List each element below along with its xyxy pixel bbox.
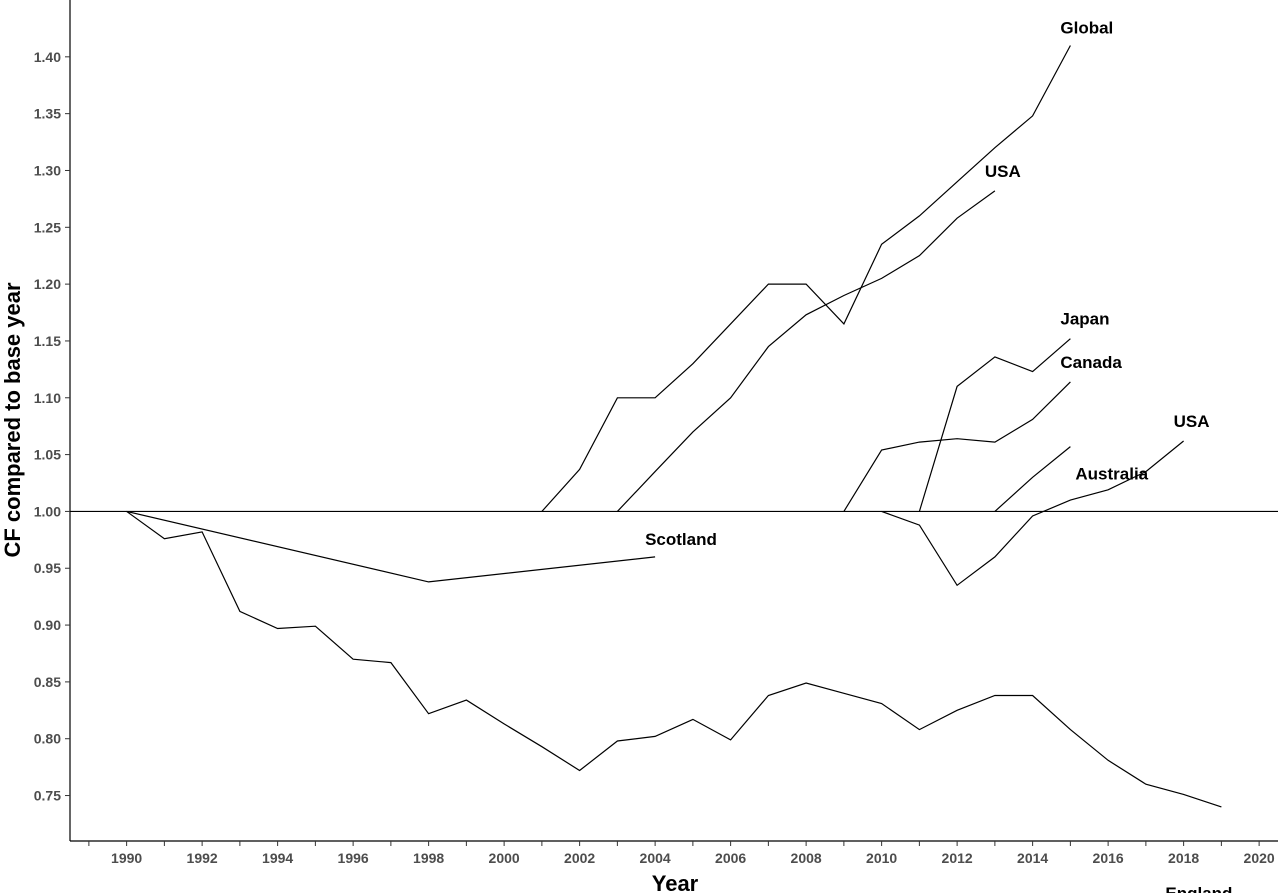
series-label-usa: USA xyxy=(1174,412,1210,431)
series-label-canada: Canada xyxy=(1060,353,1122,372)
series-label-england: England xyxy=(1165,884,1232,893)
x-tick-label: 2016 xyxy=(1093,850,1124,866)
x-tick-label: 2006 xyxy=(715,850,746,866)
x-tick-label: 1990 xyxy=(111,850,142,866)
series-line-japan-2 xyxy=(918,338,1071,512)
x-tick-label: 2000 xyxy=(489,850,520,866)
x-tick-label: 2018 xyxy=(1168,850,1199,866)
x-tick-label: 2004 xyxy=(640,850,671,866)
y-tick-label: 0.75 xyxy=(34,788,61,804)
x-tick-label: 2008 xyxy=(791,850,822,866)
series-line-australia-4 xyxy=(994,446,1071,512)
series-label-australia: Australia xyxy=(1075,465,1148,484)
series-line-usa-1 xyxy=(616,190,996,512)
series-label-japan: Japan xyxy=(1060,310,1109,329)
y-tick-label: 0.85 xyxy=(34,674,61,690)
y-tick-label: 1.15 xyxy=(34,333,61,349)
x-tick-label: 2002 xyxy=(564,850,595,866)
x-tick-label: 1996 xyxy=(338,850,369,866)
x-tick-label: 2020 xyxy=(1244,850,1275,866)
y-tick-label: 0.95 xyxy=(34,560,61,576)
x-axis-title: Year xyxy=(652,871,699,893)
x-tick-label: 2014 xyxy=(1017,850,1048,866)
y-axis-title: CF compared to base year xyxy=(0,282,25,558)
series-line-global-0 xyxy=(541,45,1071,512)
series-label-scotland: Scotland xyxy=(645,530,717,549)
axes: 1990 1992 1994 1996 1998 2000 2002 2004 2006 2008… xyxy=(34,0,1278,866)
y-tick-label: 1.30 xyxy=(34,162,61,178)
y-tick-label: 1.20 xyxy=(34,276,61,292)
y-tick-label: 1.35 xyxy=(34,106,61,122)
x-tick-label: 2010 xyxy=(866,850,897,866)
x-tick-label: 1994 xyxy=(262,850,293,866)
series-line-usa-5 xyxy=(881,440,1184,587)
x-tick-label: 1992 xyxy=(187,850,218,866)
y-tick-label: 0.90 xyxy=(34,617,61,633)
series-labels-group: Global USA Japan Canada Australia USA Scotland… xyxy=(645,19,1232,893)
y-tick-label: 0.80 xyxy=(34,731,61,747)
series-line-england-7 xyxy=(126,510,1222,808)
series-line-canada-3 xyxy=(843,381,1071,512)
x-tick-label: 2012 xyxy=(942,850,973,866)
y-tick-label: 1.10 xyxy=(34,390,61,406)
y-tick-label: 1.00 xyxy=(34,503,61,519)
x-tick-label: 1998 xyxy=(413,850,444,866)
series-label-global: Global xyxy=(1060,19,1113,38)
series-group xyxy=(126,45,1222,808)
series-line-scotland-6 xyxy=(126,510,656,583)
y-tick-label: 1.05 xyxy=(34,447,61,463)
series-label-usa: USA xyxy=(985,162,1021,181)
y-tick-label: 1.40 xyxy=(34,49,61,65)
y-tick-label: 1.25 xyxy=(34,219,61,235)
